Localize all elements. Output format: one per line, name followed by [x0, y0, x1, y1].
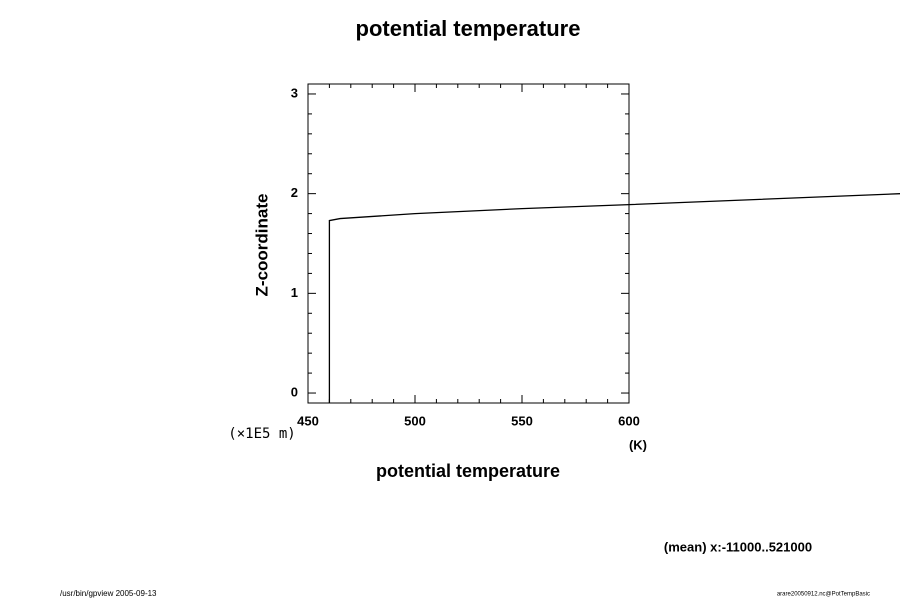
plot-frame: [307, 83, 630, 404]
x-tick-label: 550: [511, 413, 533, 428]
x-axis-unit: (K): [629, 437, 647, 452]
data-line: [328, 193, 900, 403]
y-tick-label: 0: [291, 384, 298, 399]
footer-left: /usr/bin/gpview 2005-09-13: [60, 589, 157, 598]
y-axis-label: Z-coordinate: [252, 194, 271, 297]
x-axis-label: potential temperature: [376, 461, 560, 481]
y-tick-label: 1: [291, 285, 298, 300]
annotation: (mean) x:-11000..521000: [664, 539, 812, 554]
chart-title: potential temperature: [356, 16, 581, 41]
y-tick-label: 3: [291, 85, 298, 100]
x-tick-label: 600: [618, 413, 640, 428]
y-tick-label: 2: [291, 185, 298, 200]
x-tick-label: 450: [297, 413, 319, 428]
y-axis-unit: (×1E5 m): [228, 426, 295, 442]
footer-right: arare20050912.nc@PotTempBasic: [777, 592, 870, 598]
x-tick-label: 500: [404, 413, 426, 428]
